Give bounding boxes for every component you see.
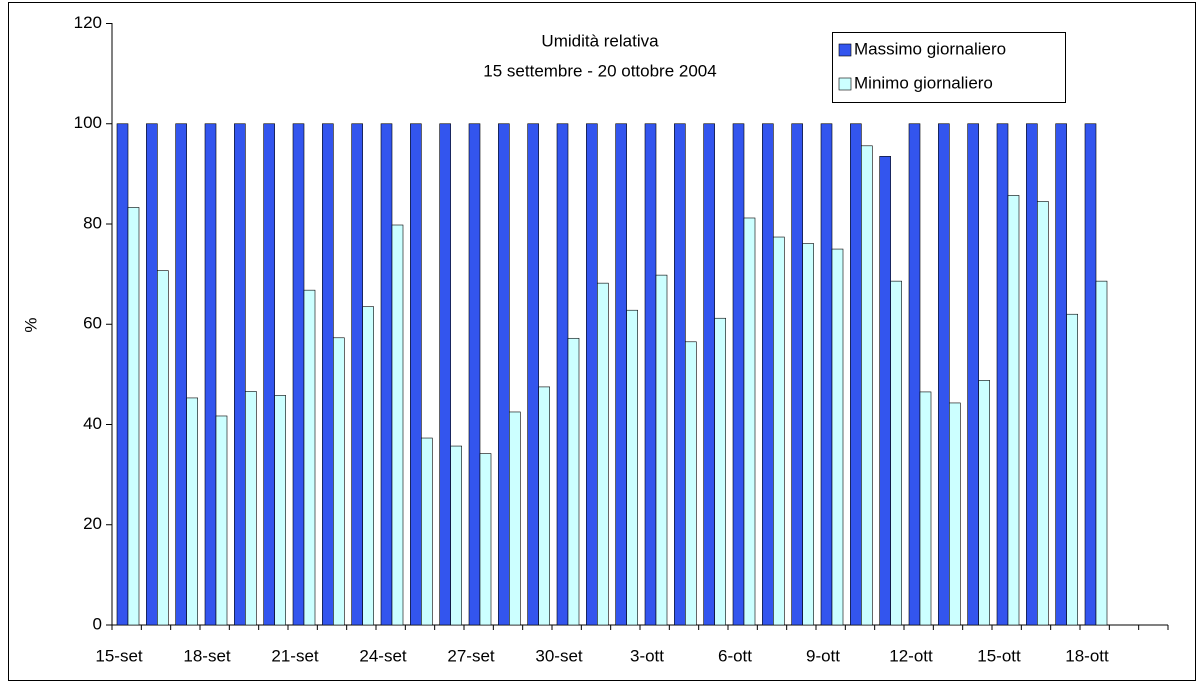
legend-box: [832, 32, 1066, 103]
legend-label: Massimo giornaliero: [854, 39, 1006, 58]
bar: [615, 123, 627, 626]
y-tick-label: 120: [74, 13, 102, 32]
legend-label: Minimo giornaliero: [854, 73, 993, 92]
bar: [685, 341, 697, 626]
bar: [157, 270, 169, 626]
bar: [762, 123, 774, 626]
bar: [996, 123, 1009, 626]
bar: [831, 248, 844, 626]
x-tick-label: 18-set: [183, 646, 231, 665]
bar: [468, 123, 481, 626]
bar: [967, 123, 979, 626]
chart-subtitle: 15 settembre - 20 ottobre 2004: [483, 61, 716, 80]
bar: [879, 156, 891, 626]
bar: [263, 123, 275, 626]
x-tick-label: 15-set: [95, 646, 143, 665]
bar: [773, 236, 785, 626]
y-tick-label: 80: [83, 213, 102, 232]
bar: [655, 274, 668, 626]
bar: [215, 415, 228, 626]
bar: [498, 123, 510, 626]
bar: [586, 123, 598, 626]
y-tick-label: 100: [74, 113, 102, 132]
bar: [234, 123, 246, 626]
bar: [802, 243, 814, 626]
bar: [322, 123, 334, 626]
x-tick-label: 12-ott: [889, 646, 933, 665]
bar: [1055, 123, 1067, 626]
x-tick-label: 30-set: [535, 646, 583, 665]
bar: [791, 123, 803, 626]
x-tick-label: 27-set: [447, 646, 495, 665]
bar: [1095, 280, 1108, 626]
bar: [820, 123, 833, 626]
legend-swatch: [838, 43, 852, 57]
bar: [175, 123, 187, 626]
bar: [333, 337, 345, 626]
bar: [949, 402, 961, 626]
bar: [890, 280, 902, 626]
bar: [1007, 195, 1020, 626]
x-tick-label: 18-ott: [1065, 646, 1109, 665]
bar: [556, 123, 569, 626]
bar: [410, 123, 422, 626]
x-tick-label: 9-ott: [806, 646, 840, 665]
y-tick-label: 0: [93, 614, 102, 633]
bar: [703, 123, 715, 626]
bar: [978, 380, 990, 626]
y-tick-label: 60: [83, 314, 102, 333]
bar: [292, 123, 305, 626]
bar: [908, 123, 921, 626]
bar: [186, 397, 198, 626]
bar: [674, 123, 686, 626]
bar: [919, 391, 932, 626]
legend-swatch: [838, 77, 852, 91]
bar: [861, 145, 873, 626]
bar: [146, 123, 158, 626]
bar: [274, 395, 286, 626]
chart-title: Umidità relativa: [541, 31, 659, 50]
x-tick-label: 15-ott: [977, 646, 1021, 665]
bar: [538, 386, 550, 626]
bar: [567, 337, 580, 626]
bar: [1084, 123, 1097, 626]
bar: [391, 224, 404, 626]
x-tick-label: 6-ott: [718, 646, 752, 665]
bar: [527, 123, 539, 626]
bar: [714, 317, 726, 626]
y-tick-label: 40: [83, 414, 102, 433]
bar: [303, 289, 316, 626]
x-tick-label: 3-ott: [630, 646, 664, 665]
bar: [644, 123, 657, 626]
bar: [1026, 123, 1038, 626]
bar: [450, 445, 462, 626]
bar: [938, 123, 950, 626]
x-tick-label: 21-set: [271, 646, 319, 665]
bar: [351, 123, 363, 626]
bar: [245, 391, 257, 626]
bar: [421, 437, 433, 626]
bar: [850, 123, 862, 626]
bar: [439, 123, 451, 626]
bar: [597, 282, 609, 626]
bar: [116, 123, 129, 626]
bar: [479, 453, 492, 626]
bar: [1037, 201, 1049, 626]
y-tick-label: 20: [83, 514, 102, 533]
bar: [380, 123, 393, 626]
bar: [626, 309, 638, 626]
bar: [362, 306, 374, 626]
bar: [127, 207, 140, 626]
y-axis-label: %: [21, 317, 40, 332]
x-tick-label: 24-set: [359, 646, 407, 665]
bar: [509, 411, 521, 626]
bar: [1066, 313, 1078, 626]
bar: [743, 217, 756, 626]
bar: [204, 123, 217, 626]
bar: [732, 123, 745, 626]
